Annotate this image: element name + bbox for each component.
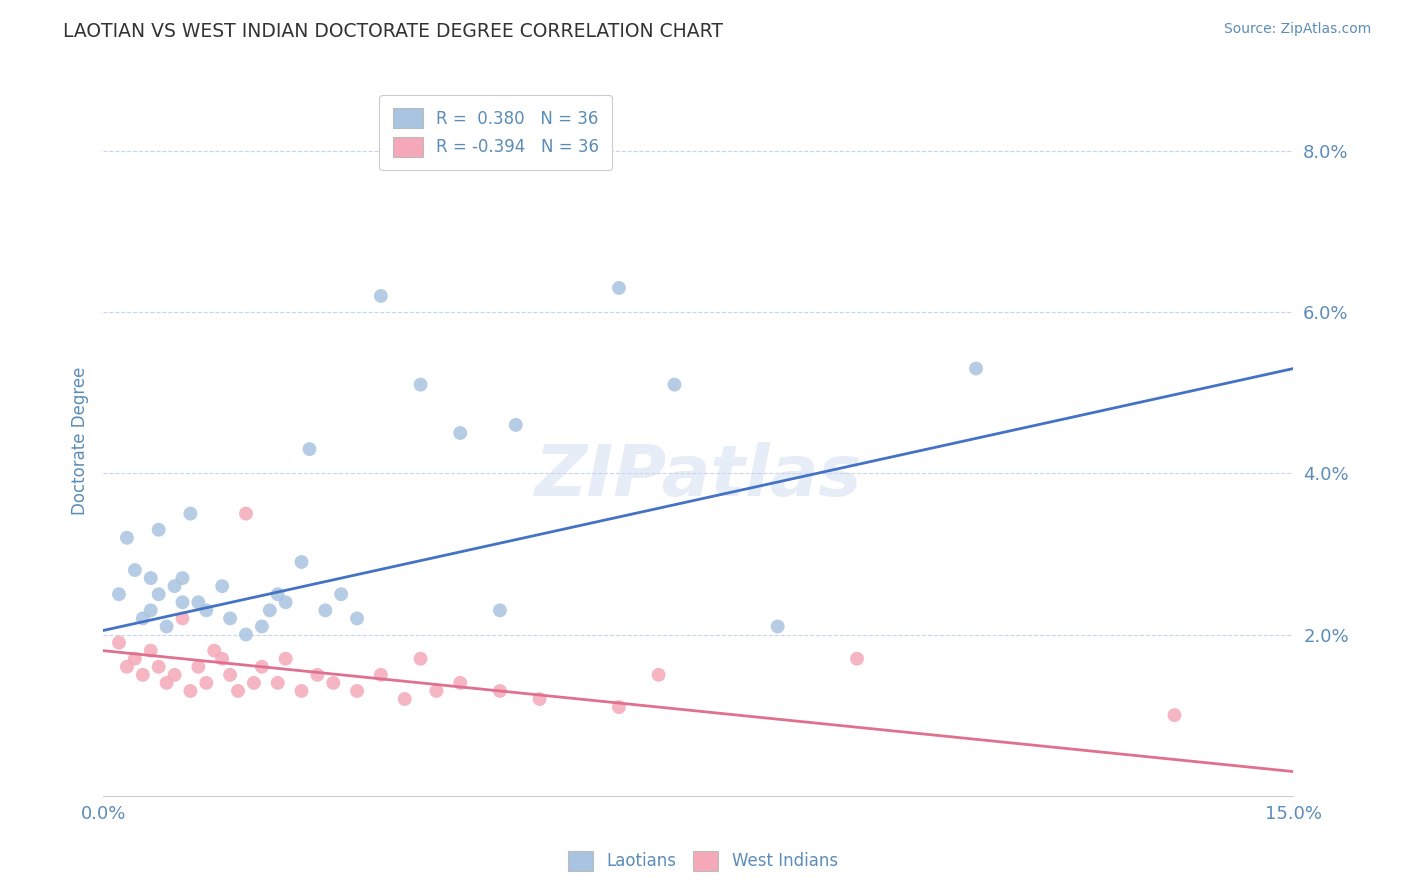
Point bbox=[307, 668, 329, 682]
Point bbox=[449, 676, 471, 690]
Point bbox=[195, 603, 218, 617]
Point bbox=[267, 676, 290, 690]
Y-axis label: Doctorate Degree: Doctorate Degree bbox=[72, 367, 89, 516]
Point bbox=[219, 611, 242, 625]
Point bbox=[370, 289, 392, 303]
Point bbox=[115, 531, 138, 545]
Point bbox=[846, 651, 869, 665]
Point bbox=[139, 571, 162, 585]
Point bbox=[148, 523, 170, 537]
Point bbox=[505, 417, 527, 432]
Text: ZIPatlas: ZIPatlas bbox=[534, 442, 862, 511]
Point bbox=[330, 587, 353, 601]
Point bbox=[124, 651, 146, 665]
Point bbox=[243, 676, 266, 690]
Point bbox=[211, 579, 233, 593]
Point bbox=[766, 619, 789, 633]
Point bbox=[250, 660, 273, 674]
Point bbox=[314, 603, 336, 617]
Point bbox=[195, 676, 218, 690]
Point bbox=[139, 603, 162, 617]
Text: LAOTIAN VS WEST INDIAN DOCTORATE DEGREE CORRELATION CHART: LAOTIAN VS WEST INDIAN DOCTORATE DEGREE … bbox=[63, 22, 723, 41]
Point bbox=[211, 651, 233, 665]
Point bbox=[235, 627, 257, 641]
Point bbox=[965, 361, 987, 376]
Point bbox=[163, 668, 186, 682]
Point bbox=[346, 611, 368, 625]
Point bbox=[187, 595, 209, 609]
Point bbox=[290, 555, 312, 569]
Point bbox=[202, 643, 225, 657]
Legend: R =  0.380   N = 36, R = -0.394   N = 36: R = 0.380 N = 36, R = -0.394 N = 36 bbox=[380, 95, 613, 170]
Point bbox=[163, 579, 186, 593]
Point bbox=[267, 587, 290, 601]
Point bbox=[108, 587, 131, 601]
Point bbox=[139, 643, 162, 657]
Point bbox=[187, 660, 209, 674]
Point bbox=[172, 571, 194, 585]
Point bbox=[274, 595, 297, 609]
Point bbox=[346, 684, 368, 698]
Point bbox=[1163, 708, 1185, 723]
Point bbox=[647, 668, 669, 682]
Point bbox=[115, 660, 138, 674]
Point bbox=[664, 377, 686, 392]
Point bbox=[179, 507, 201, 521]
Text: Source: ZipAtlas.com: Source: ZipAtlas.com bbox=[1223, 22, 1371, 37]
Point bbox=[489, 684, 512, 698]
Point bbox=[322, 676, 344, 690]
Point bbox=[259, 603, 281, 617]
Point bbox=[148, 660, 170, 674]
Point bbox=[529, 692, 551, 706]
Point bbox=[409, 377, 432, 392]
Point bbox=[370, 668, 392, 682]
Point bbox=[219, 668, 242, 682]
Point bbox=[108, 635, 131, 649]
Point bbox=[425, 684, 447, 698]
Point bbox=[148, 587, 170, 601]
Point bbox=[250, 619, 273, 633]
Point bbox=[156, 619, 179, 633]
Point bbox=[179, 684, 201, 698]
Point bbox=[449, 425, 471, 440]
Legend: Laotians, West Indians: Laotians, West Indians bbox=[560, 842, 846, 880]
Point bbox=[298, 442, 321, 456]
Point bbox=[172, 595, 194, 609]
Point bbox=[172, 611, 194, 625]
Point bbox=[607, 700, 630, 714]
Point bbox=[290, 684, 312, 698]
Point bbox=[132, 668, 155, 682]
Point bbox=[409, 651, 432, 665]
Point bbox=[607, 281, 630, 295]
Point bbox=[274, 651, 297, 665]
Point bbox=[132, 611, 155, 625]
Point bbox=[394, 692, 416, 706]
Point bbox=[124, 563, 146, 577]
Point bbox=[156, 676, 179, 690]
Point bbox=[489, 603, 512, 617]
Point bbox=[226, 684, 249, 698]
Point bbox=[235, 507, 257, 521]
